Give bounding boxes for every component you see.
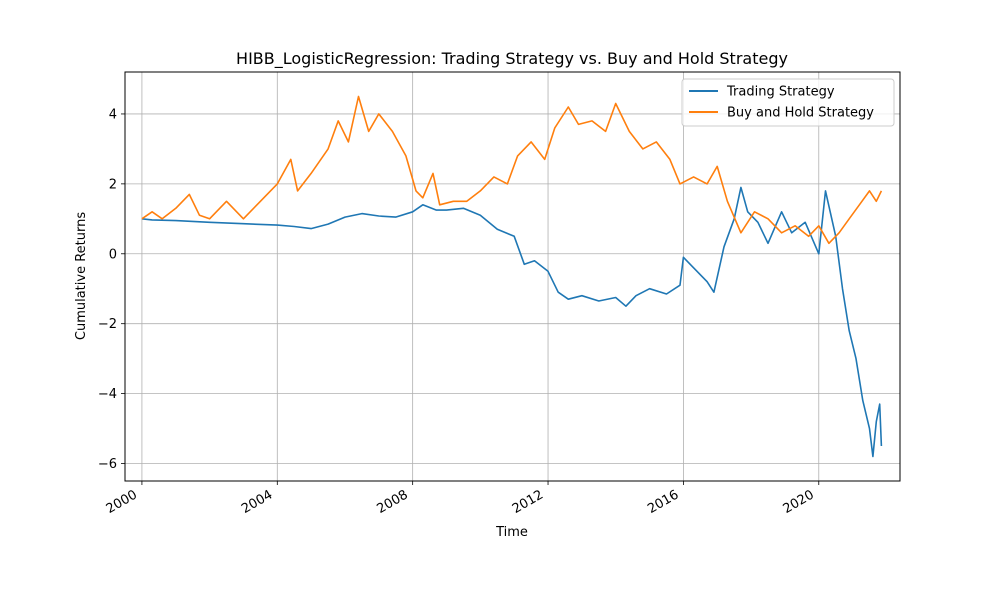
plot-frame	[124, 71, 901, 482]
y-axis-label: Cumulative Returns	[74, 212, 89, 340]
legend-label: Buy and Hold Strategy	[727, 106, 874, 121]
y-tick-label: 4	[109, 107, 117, 122]
y-tick-label: −2	[98, 317, 117, 332]
x-axis-label: Time	[495, 525, 528, 540]
legend-box	[681, 78, 895, 127]
series-line-2	[141, 95, 883, 245]
series-layer	[141, 95, 883, 458]
series-line-1	[141, 186, 883, 458]
y-tick-label: −6	[98, 457, 117, 472]
chart-title: HIBB_LogisticRegression: Trading Strateg…	[236, 49, 788, 69]
y-tick-label: 0	[109, 247, 117, 262]
legend: Trading Strategy Buy and Hold Strategy	[681, 78, 895, 127]
y-tick-label: 2	[109, 177, 117, 192]
y-tick-label: −4	[98, 387, 117, 402]
legend-label: Trading Strategy	[726, 85, 835, 100]
